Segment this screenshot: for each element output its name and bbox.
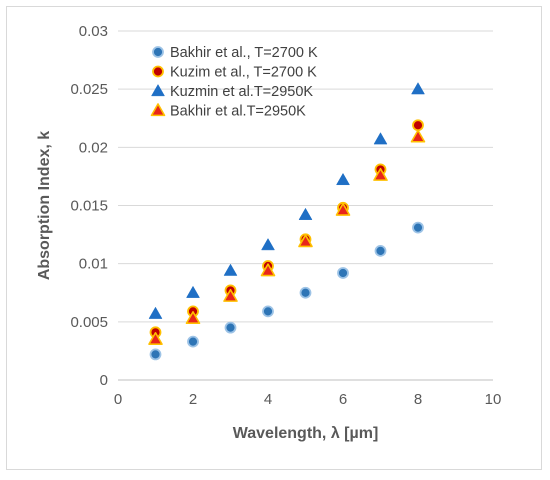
- x-axis-title: Wavelength, λ [µm]: [233, 425, 379, 442]
- y-tick-label: 0: [100, 372, 108, 389]
- legend-marker-2: [152, 65, 164, 78]
- y-tick-label: 0.01: [79, 256, 108, 273]
- data-point-series-1: [187, 335, 199, 348]
- data-point-series-1: [337, 267, 349, 279]
- x-tick-label: 6: [339, 391, 347, 408]
- data-point-series-1: [412, 221, 424, 234]
- scatter-chart: 0 0.005 0.01 0.015 0.02 0.025 0.03 0 2 4 6 8 10 Bakh…: [36, 23, 501, 442]
- data-point-series-3: [336, 173, 350, 186]
- legend-label-3: Kuzmin et al.T=2950K: [170, 84, 313, 100]
- y-tick-label: 0.03: [79, 23, 108, 40]
- legend-marker-3: [151, 84, 165, 97]
- data-point-series-4: [335, 202, 351, 216]
- data-point-series-4: [185, 311, 201, 325]
- data-point-series-3: [148, 306, 163, 319]
- data-point-series-4: [223, 288, 238, 302]
- legend-marker-4: [150, 103, 166, 117]
- x-tick-label: 10: [485, 391, 502, 408]
- y-axis-title: Absorption Index, k: [36, 131, 53, 280]
- legend-label-1: Bakhir et al., T=2700 K: [170, 45, 318, 61]
- data-points: [148, 82, 426, 361]
- data-point-series-3: [186, 286, 200, 298]
- data-point-series-1: [224, 321, 237, 334]
- data-point-series-4: [260, 263, 276, 277]
- data-point-series-3: [298, 208, 313, 220]
- x-tick-label: 2: [189, 391, 197, 408]
- y-tick-label: 0.015: [70, 198, 108, 215]
- data-point-series-1: [299, 286, 312, 299]
- data-point-series-1: [262, 305, 274, 318]
- data-point-series-3: [411, 82, 425, 95]
- data-point-series-4: [410, 129, 426, 143]
- data-point-series-3: [373, 132, 388, 145]
- legend: Bakhir et al., T=2700 K Kuzim et al., T=2…: [150, 45, 318, 120]
- data-point-series-1: [149, 348, 162, 361]
- axes: 0 0.005 0.01 0.015 0.02 0.025 0.03 0 2 4 6 8 10: [70, 23, 501, 408]
- x-tick-label: 0: [114, 391, 122, 408]
- data-point-series-2: [412, 119, 424, 132]
- y-tick-label: 0.025: [70, 81, 108, 98]
- data-point-series-1: [374, 244, 387, 257]
- y-tick-label: 0.02: [79, 139, 108, 156]
- legend-label-2: Kuzim et al., T=2700 K: [170, 65, 317, 81]
- legend-marker-1: [152, 46, 164, 58]
- data-point-series-3: [261, 238, 275, 251]
- x-tick-label: 4: [264, 391, 272, 408]
- data-point-series-4: [373, 167, 388, 181]
- legend-label-4: Bakhir et al.T=2950K: [170, 104, 306, 120]
- x-tick-label: 8: [414, 391, 422, 408]
- data-point-series-4: [298, 234, 313, 248]
- chart-frame: 0 0.005 0.01 0.015 0.02 0.025 0.03 0 2 4 6 8 10 Bakh…: [6, 6, 542, 470]
- data-point-series-4: [148, 331, 163, 345]
- data-point-series-3: [223, 263, 238, 276]
- grid-lines: [118, 30, 493, 323]
- y-tick-label: 0.005: [70, 314, 108, 331]
